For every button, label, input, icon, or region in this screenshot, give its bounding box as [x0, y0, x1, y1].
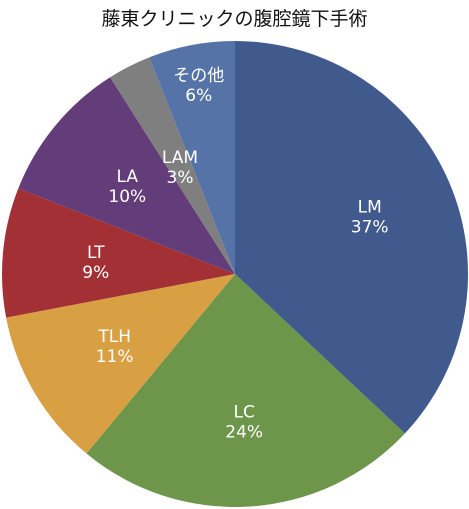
pie-slice-4: [18, 77, 235, 275]
slice-value-6: 6%: [185, 86, 212, 106]
pie-slice-3: [2, 188, 235, 318]
slice-label-4: LA: [117, 167, 139, 187]
pie-slices: [2, 41, 469, 508]
pie-slice-5: [110, 57, 235, 274]
slice-label-3: LT: [87, 243, 105, 263]
pie-slice-6: [149, 41, 235, 274]
slice-label-2: TLH: [97, 327, 131, 347]
chart-title: 藤東クリニックの腹腔鏡下手術: [101, 8, 368, 30]
slice-label-1: LC: [234, 403, 255, 423]
slice-label-5: LAM: [162, 148, 198, 168]
slice-value-2: 11%: [96, 347, 134, 367]
slice-value-3: 9%: [82, 263, 109, 283]
slice-value-1: 24%: [225, 423, 263, 443]
slice-label-6: その他: [173, 66, 224, 86]
slice-value-5: 3%: [167, 168, 194, 188]
pie-slice-2: [6, 274, 235, 454]
slice-value-4: 10%: [108, 187, 146, 207]
pie-slice-1: [86, 274, 405, 508]
slice-label-0: LM: [358, 198, 382, 218]
slice-value-0: 37%: [351, 218, 389, 238]
pie-slice-0: [235, 41, 469, 434]
